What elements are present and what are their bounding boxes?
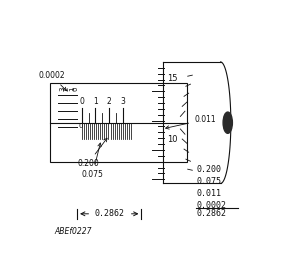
Text: 0.011: 0.011 — [166, 115, 216, 129]
Text: 0.011: 0.011 — [197, 189, 221, 198]
Text: 2: 2 — [107, 97, 112, 106]
Text: 0.200: 0.200 — [77, 138, 107, 168]
Text: 0: 0 — [78, 123, 83, 129]
Text: 0.200: 0.200 — [197, 165, 221, 174]
Text: 0.2862: 0.2862 — [197, 209, 226, 218]
Text: 3: 3 — [120, 97, 126, 106]
Text: 0: 0 — [79, 97, 84, 106]
Text: 0: 0 — [73, 87, 79, 91]
Text: 3: 3 — [59, 87, 65, 91]
Text: 1: 1 — [93, 97, 98, 106]
Text: 10: 10 — [167, 135, 177, 144]
Ellipse shape — [223, 112, 232, 133]
Polygon shape — [163, 62, 231, 183]
Text: 0.0002: 0.0002 — [197, 201, 226, 210]
Bar — [50, 83, 187, 162]
Text: 15: 15 — [167, 74, 177, 83]
Text: ABEf0227: ABEf0227 — [54, 227, 92, 236]
Text: 0.2862: 0.2862 — [94, 209, 124, 218]
Text: 1: 1 — [69, 87, 75, 91]
Text: 0.0002: 0.0002 — [38, 71, 67, 91]
Text: 2: 2 — [64, 87, 70, 91]
Text: 0.075: 0.075 — [82, 143, 104, 178]
Text: 0.075: 0.075 — [197, 177, 221, 186]
